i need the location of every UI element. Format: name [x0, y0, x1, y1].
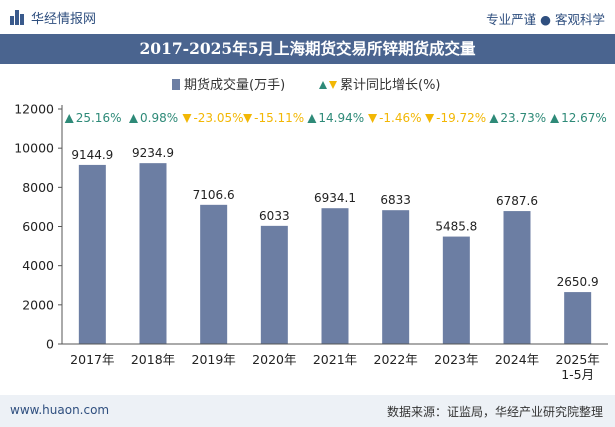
- growth-down-triangle-icon: [182, 114, 192, 123]
- bar-value-label: 6934.1: [314, 191, 356, 205]
- bar-value-label: 2650.9: [557, 275, 599, 289]
- legend-label-growth: 累计同比增长(%): [340, 78, 441, 93]
- brand: 华经情报网: [10, 8, 96, 27]
- growth-down-triangle-icon: [243, 114, 253, 123]
- bar-value-label: 6033: [259, 209, 290, 223]
- brand-name: 华经情报网: [31, 12, 97, 27]
- legend-label-volume: 期货成交量(万手): [184, 77, 285, 93]
- bar[interactable]: [503, 211, 531, 344]
- growth-label: 14.94%: [318, 111, 364, 125]
- growth-label: -19.72%: [436, 111, 486, 125]
- growth-down-triangle-icon: [425, 114, 435, 123]
- x-tick-label: 2024年: [495, 352, 539, 367]
- growth-row: 25.16% 0.98% -23.05% -15.11% 14.94% -1.46% -19…: [64, 111, 607, 125]
- bar[interactable]: [442, 236, 470, 344]
- x-tick-label: 2017年: [70, 352, 114, 367]
- growth-up-triangle-icon: [489, 114, 499, 123]
- chart-title: 2017-2025年5月上海期货交易所锌期货成交量: [0, 34, 615, 64]
- growth-label: -1.46%: [379, 111, 421, 125]
- bar[interactable]: [78, 164, 106, 344]
- x-tick-label: 2020年: [252, 352, 296, 367]
- x-tick-label: 2025年 1-5月: [556, 352, 600, 382]
- footer: www.huaon.com 数据来源：证监局，华经产业研究院整理: [0, 395, 615, 427]
- bars: 9144.9 9234.9 7106.6 6033 6934.1 6833 5485.8 67…: [71, 146, 599, 344]
- bar[interactable]: [200, 204, 228, 344]
- legend-up-triangle-icon: [319, 81, 327, 89]
- y-tick-label: 4000: [22, 258, 54, 273]
- growth-up-triangle-icon: [307, 114, 317, 123]
- growth-up-triangle-icon: [550, 114, 560, 123]
- top-bar: 华经情报网 专业严谨 ● 客观科学: [0, 0, 615, 34]
- bar[interactable]: [139, 163, 167, 344]
- bar-value-label: 7106.6: [193, 188, 235, 202]
- x-tick-label: 2019年: [192, 352, 236, 367]
- y-tick-label: 8000: [22, 180, 54, 195]
- x-axis: 2017年 2018年 2019年 2020年 2021年 2022年 2023年 2024年…: [62, 343, 608, 382]
- growth-label: 12.67%: [561, 111, 607, 125]
- growth-up-triangle-icon: [129, 114, 138, 123]
- bar[interactable]: [564, 292, 592, 344]
- y-tick-label: 6000: [22, 219, 54, 234]
- y-tick-label: 12000: [14, 102, 54, 117]
- bar-value-label: 6833: [380, 193, 411, 207]
- x-tick-label: 2023年: [434, 352, 478, 367]
- y-tick-label: 0: [46, 337, 54, 352]
- tagline: 专业严谨 ● 客观科学: [486, 12, 605, 27]
- bar-chart-logo-icon: [10, 10, 25, 25]
- bar-value-label: 5485.8: [435, 220, 477, 234]
- legend-bar-swatch: [172, 79, 180, 90]
- bar[interactable]: [321, 208, 349, 344]
- growth-label: 25.16%: [76, 111, 122, 125]
- growth-down-triangle-icon: [368, 114, 378, 123]
- legend: 期货成交量(万手) 累计同比增长(%): [172, 77, 441, 93]
- y-tick-label: 10000: [14, 141, 54, 156]
- x-tick-label: 2021年: [313, 352, 357, 367]
- data-source: 数据来源：证监局，华经产业研究院整理: [386, 405, 603, 419]
- bar-value-label: 9234.9: [132, 146, 174, 160]
- growth-up-triangle-icon: [64, 114, 74, 123]
- chart-area: 期货成交量(万手) 累计同比增长(%) 0 2000 4000 6000 8000 100…: [14, 77, 608, 382]
- y-tick-label: 2000: [22, 297, 54, 312]
- bar[interactable]: [382, 210, 410, 344]
- x-tick-label: 2018年: [131, 352, 175, 367]
- y-axis: 0 2000 4000 6000 8000 10000 12000: [14, 102, 63, 352]
- bar[interactable]: [260, 225, 288, 344]
- bar-value-label: 6787.6: [496, 194, 538, 208]
- x-tick-label: 2022年: [374, 352, 418, 367]
- growth-label: 0.98%: [140, 111, 178, 125]
- growth-label: 23.73%: [500, 111, 546, 125]
- website-link[interactable]: www.huaon.com: [10, 403, 110, 417]
- growth-label: -15.11%: [254, 111, 304, 125]
- legend-down-triangle-icon: [329, 81, 337, 89]
- growth-label: -23.05%: [193, 111, 243, 125]
- bar-value-label: 9144.9: [71, 148, 113, 162]
